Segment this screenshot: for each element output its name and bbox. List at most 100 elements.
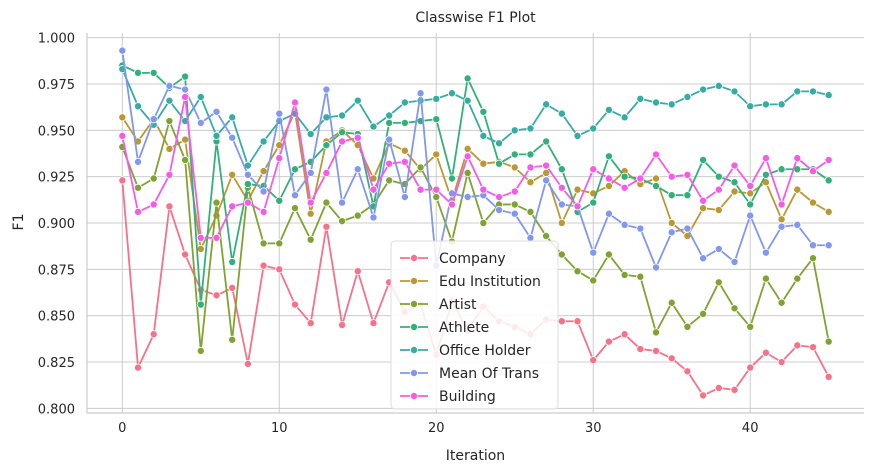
legend-label: Building bbox=[439, 389, 496, 405]
data-point-athlete bbox=[400, 118, 409, 127]
data-point-building bbox=[385, 159, 394, 168]
data-point-building bbox=[134, 207, 143, 216]
data-point-building bbox=[542, 161, 551, 170]
series-office-holder bbox=[118, 65, 833, 170]
data-point-building bbox=[589, 165, 598, 174]
data-point-building bbox=[463, 152, 472, 161]
data-point-artist bbox=[134, 183, 143, 192]
legend-swatch-marker bbox=[409, 322, 418, 331]
data-point-artist bbox=[416, 163, 425, 172]
data-point-artist bbox=[526, 207, 535, 216]
data-point-building bbox=[369, 185, 378, 194]
data-point-company bbox=[369, 319, 378, 328]
data-point-mean-of-trans bbox=[526, 233, 535, 242]
data-point-building bbox=[322, 168, 331, 177]
data-point-company bbox=[683, 367, 692, 376]
data-point-edu-institution bbox=[808, 198, 817, 207]
data-point-mean-of-trans bbox=[652, 263, 661, 272]
data-point-company bbox=[667, 354, 676, 363]
data-point-building bbox=[495, 193, 504, 202]
data-point-artist bbox=[275, 239, 284, 248]
data-point-athlete bbox=[196, 300, 205, 309]
series-layer bbox=[118, 46, 833, 400]
data-point-mean-of-trans bbox=[338, 198, 347, 207]
data-point-artist bbox=[557, 250, 566, 259]
data-point-athlete bbox=[824, 176, 833, 185]
data-point-mean-of-trans bbox=[416, 89, 425, 98]
data-point-building bbox=[353, 133, 362, 142]
data-point-office-holder bbox=[165, 96, 174, 105]
data-point-office-holder bbox=[730, 87, 739, 96]
data-point-building bbox=[416, 185, 425, 194]
data-point-athlete bbox=[228, 257, 237, 266]
data-point-mean-of-trans bbox=[636, 224, 645, 233]
data-point-athlete bbox=[526, 150, 535, 159]
data-point-building bbox=[557, 183, 566, 192]
data-point-athlete bbox=[714, 172, 723, 181]
data-point-mean-of-trans bbox=[385, 135, 394, 144]
data-point-company bbox=[699, 391, 708, 400]
data-point-athlete bbox=[290, 165, 299, 174]
data-point-athlete bbox=[557, 165, 566, 174]
data-point-company bbox=[259, 261, 268, 270]
legend-swatch-marker bbox=[409, 345, 418, 354]
data-point-athlete bbox=[275, 196, 284, 205]
data-point-edu-institution bbox=[510, 163, 519, 172]
data-point-edu-institution bbox=[526, 178, 535, 187]
data-point-company bbox=[730, 385, 739, 394]
data-point-mean-of-trans bbox=[134, 157, 143, 166]
x-tick-label: 30 bbox=[585, 421, 602, 436]
data-point-office-holder bbox=[526, 124, 535, 133]
data-point-mean-of-trans bbox=[369, 213, 378, 222]
data-point-office-holder bbox=[777, 100, 786, 109]
data-point-company bbox=[181, 250, 190, 259]
data-point-artist bbox=[149, 174, 158, 183]
data-point-office-holder bbox=[652, 98, 661, 107]
data-point-mean-of-trans bbox=[181, 85, 190, 94]
data-point-mean-of-trans bbox=[259, 187, 268, 196]
data-point-building bbox=[165, 170, 174, 179]
data-point-office-holder bbox=[808, 87, 817, 96]
data-point-artist bbox=[620, 270, 629, 279]
data-point-artist bbox=[683, 322, 692, 331]
data-point-mean-of-trans bbox=[463, 193, 472, 202]
data-point-company bbox=[557, 317, 566, 326]
x-tick-label: 10 bbox=[271, 421, 288, 436]
legend-item-office-holder: Office Holder bbox=[400, 343, 531, 359]
data-point-artist bbox=[542, 231, 551, 240]
data-point-edu-institution bbox=[557, 218, 566, 227]
legend-item-edu-institution: Edu Institution bbox=[400, 274, 541, 290]
data-point-artist bbox=[196, 346, 205, 355]
data-point-artist bbox=[432, 193, 441, 202]
data-point-building bbox=[275, 154, 284, 163]
data-point-edu-institution bbox=[604, 181, 613, 190]
legend-swatch-marker bbox=[409, 391, 418, 400]
y-tick-label: 0.875 bbox=[38, 263, 75, 278]
data-point-building bbox=[290, 98, 299, 107]
data-point-artist bbox=[761, 274, 770, 283]
data-point-office-holder bbox=[385, 111, 394, 120]
data-point-athlete bbox=[243, 180, 252, 189]
data-point-mean-of-trans bbox=[667, 228, 676, 237]
data-point-artist bbox=[573, 267, 582, 276]
data-point-building bbox=[479, 185, 488, 194]
legend-item-artist: Artist bbox=[400, 297, 477, 313]
data-point-company bbox=[228, 283, 237, 292]
data-point-athlete bbox=[777, 165, 786, 174]
data-point-office-holder bbox=[196, 92, 205, 101]
data-point-edu-institution bbox=[777, 215, 786, 224]
data-point-building bbox=[683, 170, 692, 179]
data-point-office-holder bbox=[824, 91, 833, 100]
tick-labels: 0 10 20 30 40 0.800 0.825 0.850 0.875 0.900 0.925 0… bbox=[38, 32, 759, 436]
legend-item-company: Company bbox=[400, 251, 506, 267]
legend-swatch-marker bbox=[409, 276, 418, 285]
data-point-edu-institution bbox=[306, 209, 315, 218]
data-point-edu-institution bbox=[463, 144, 472, 153]
data-point-building bbox=[746, 181, 755, 190]
data-point-office-holder bbox=[557, 109, 566, 118]
y-tick-label: 0.900 bbox=[38, 217, 75, 232]
data-point-athlete bbox=[385, 118, 394, 127]
data-point-office-holder bbox=[510, 126, 519, 135]
data-point-edu-institution bbox=[400, 146, 409, 155]
data-point-artist bbox=[290, 204, 299, 213]
